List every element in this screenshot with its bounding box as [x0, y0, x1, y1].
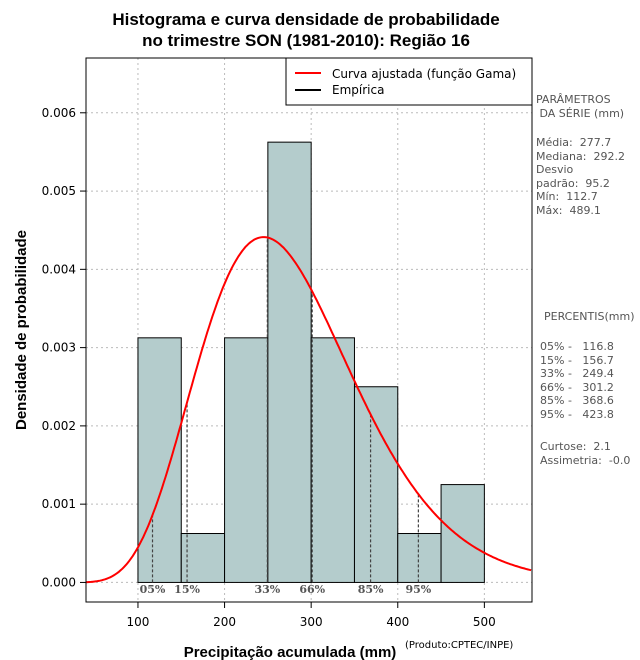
x-tick-label-0: 100: [127, 615, 150, 629]
y-tick-label-0: 0.000: [42, 575, 76, 589]
histogram-bar-0: [137, 337, 182, 583]
percentile-label-1: 15%: [174, 583, 200, 596]
percentile-label-2: 33%: [254, 583, 280, 596]
y-tick-label-5: 0.005: [42, 184, 76, 198]
chart-title-line-2: no trimestre SON (1981-2010): Região 16: [142, 31, 470, 50]
x-tick-label-1: 200: [213, 615, 236, 629]
x-tick-label-3: 400: [386, 615, 409, 629]
percentiles-list: 05% - 116.8 15% - 156.7 33% - 249.4 66% …: [540, 340, 614, 421]
histogram-bar-4: [310, 337, 355, 583]
x-axis-ticks: 100 200 300 400 500: [127, 602, 496, 629]
percentile-label-5: 95%: [405, 583, 431, 596]
legend-box: [285, 57, 533, 106]
fitted-gamma-curve: [85, 236, 532, 584]
legend-label-fit: Curva ajustada (função Gama): [332, 67, 516, 81]
percentiles-header: PERCENTIS(mm): [544, 310, 635, 323]
y-tick-label-4: 0.004: [42, 262, 76, 276]
histogram-bar-2: [224, 337, 269, 583]
histogram-bar-5: [353, 386, 399, 583]
x-tick-label-4: 500: [473, 615, 496, 629]
y-tick-label-6: 0.006: [42, 106, 76, 120]
chart-title-line-1: Histograma e curva densidade de probabil…: [112, 10, 499, 29]
legend: Curva ajustada (função Gama) Empírica: [285, 57, 533, 106]
histogram-bar-3: [267, 141, 312, 583]
percentile-label-3: 66%: [299, 583, 325, 596]
y-axis-ticks: 0.000 0.001 0.002 0.003 0.004 0.005 0.006: [42, 106, 86, 589]
legend-label-empirical: Empírica: [332, 83, 384, 97]
y-axis-label: Densidade de probabilidade: [13, 230, 30, 430]
histogram-bar-6: [397, 533, 442, 583]
percentile-label-4: 85%: [358, 583, 384, 596]
histogram-bars: [137, 141, 485, 583]
histogram-bar-7: [440, 484, 485, 583]
y-tick-label-3: 0.003: [42, 341, 76, 355]
x-axis-label: Precipitação acumulada (mm): [184, 644, 397, 660]
product-credit: (Produto:CPTEC/INPE): [405, 640, 514, 651]
x-tick-label-2: 300: [300, 615, 323, 629]
params-header: PARÂMETROS DA SÉRIE (mm): [536, 93, 625, 120]
y-tick-label-2: 0.002: [42, 419, 76, 433]
histogram-bar-1: [180, 533, 226, 583]
percentile-lines: [151, 237, 419, 583]
series-stats: Média: 277.7 Mediana: 292.2 Desvio padrã…: [536, 136, 625, 217]
shape-stats: Curtose: 2.1 Assimetria: -0.0: [540, 440, 631, 467]
percentile-label-0: 05%: [140, 583, 166, 596]
y-tick-label-1: 0.001: [42, 497, 76, 511]
percentile-labels: 05% 15% 33% 66% 85% 95%: [140, 583, 432, 596]
